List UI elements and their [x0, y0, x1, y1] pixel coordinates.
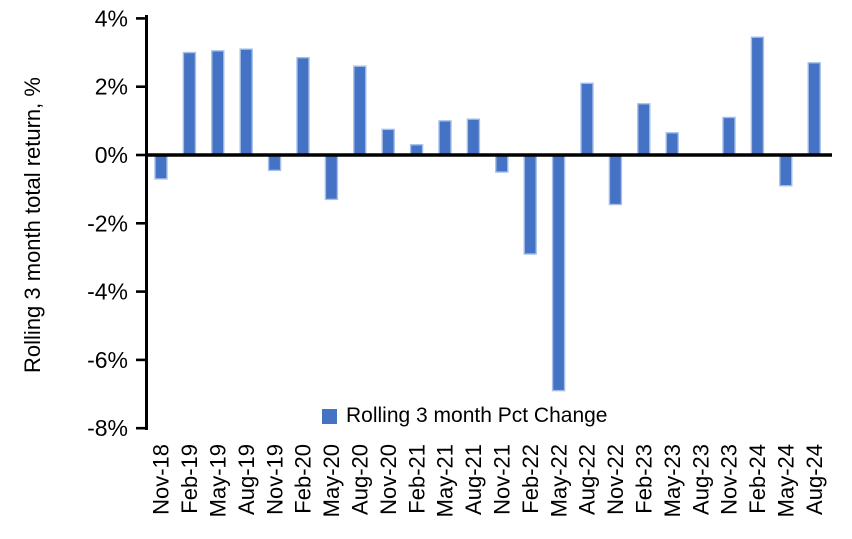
x-axis-label: Nov-18 — [149, 444, 174, 515]
legend-label: Rolling 3 month Pct Change — [346, 404, 608, 427]
bar — [438, 120, 452, 156]
bar — [637, 103, 651, 156]
bar — [267, 154, 282, 172]
x-axis-label: Nov-22 — [603, 444, 628, 515]
bar — [779, 154, 793, 187]
x-axis-label: Nov-23 — [717, 444, 742, 515]
y-axis-tick-label: -2% — [87, 210, 128, 236]
bar — [750, 36, 765, 156]
bar — [239, 48, 253, 156]
x-axis-label: Nov-19 — [262, 444, 287, 515]
x-axis-label: Feb-21 — [404, 444, 429, 514]
x-axis-label: Aug-19 — [234, 444, 259, 515]
bar — [608, 154, 623, 206]
x-axis-label: Aug-21 — [461, 444, 486, 515]
y-axis-tick-label: 2% — [95, 74, 128, 100]
bar — [182, 51, 197, 156]
x-axis-label: Feb-23 — [632, 444, 657, 514]
y-axis-title: Rolling 3 month total return, % — [20, 77, 45, 373]
y-axis-tick-label: 4% — [95, 5, 128, 31]
bar — [495, 154, 509, 173]
x-axis-label: May-22 — [546, 444, 571, 517]
bar — [296, 56, 310, 156]
y-axis-tick-label: -4% — [87, 279, 128, 305]
x-axis-label: Aug-23 — [688, 444, 713, 515]
bar — [353, 65, 367, 156]
x-axis-label: Feb-20 — [291, 444, 316, 514]
x-axis-label: Aug-20 — [348, 444, 373, 515]
x-axis-label: Feb-22 — [518, 444, 543, 514]
bar — [211, 50, 225, 156]
x-axis-label: May-20 — [319, 444, 344, 517]
bar — [722, 116, 736, 156]
x-axis-label: Feb-24 — [745, 444, 770, 514]
bar — [580, 82, 594, 156]
x-axis-label: Aug-24 — [802, 444, 827, 515]
bar — [523, 154, 537, 255]
legend-marker-icon — [322, 408, 337, 424]
x-axis-label: May-23 — [660, 444, 685, 517]
bar — [324, 154, 339, 201]
x-axis-label: May-21 — [433, 444, 458, 517]
x-axis-label: Nov-21 — [490, 444, 515, 515]
x-axis-label: May-24 — [774, 444, 799, 517]
y-axis-tick-label: 0% — [95, 142, 128, 168]
bar — [551, 154, 566, 392]
y-axis-tick-label: -6% — [87, 347, 128, 373]
bar — [807, 62, 821, 156]
bar — [466, 118, 481, 156]
x-axis-label: Feb-19 — [177, 444, 202, 514]
legend: Rolling 3 month Pct Change — [322, 404, 608, 428]
bar — [665, 132, 679, 156]
y-axis-tick-label: -8% — [87, 415, 128, 441]
bar — [381, 128, 395, 156]
x-axis-label: Nov-20 — [376, 444, 401, 515]
x-axis-label: Aug-22 — [575, 444, 600, 515]
bar — [154, 154, 168, 180]
x-axis-label: May-19 — [206, 444, 231, 517]
